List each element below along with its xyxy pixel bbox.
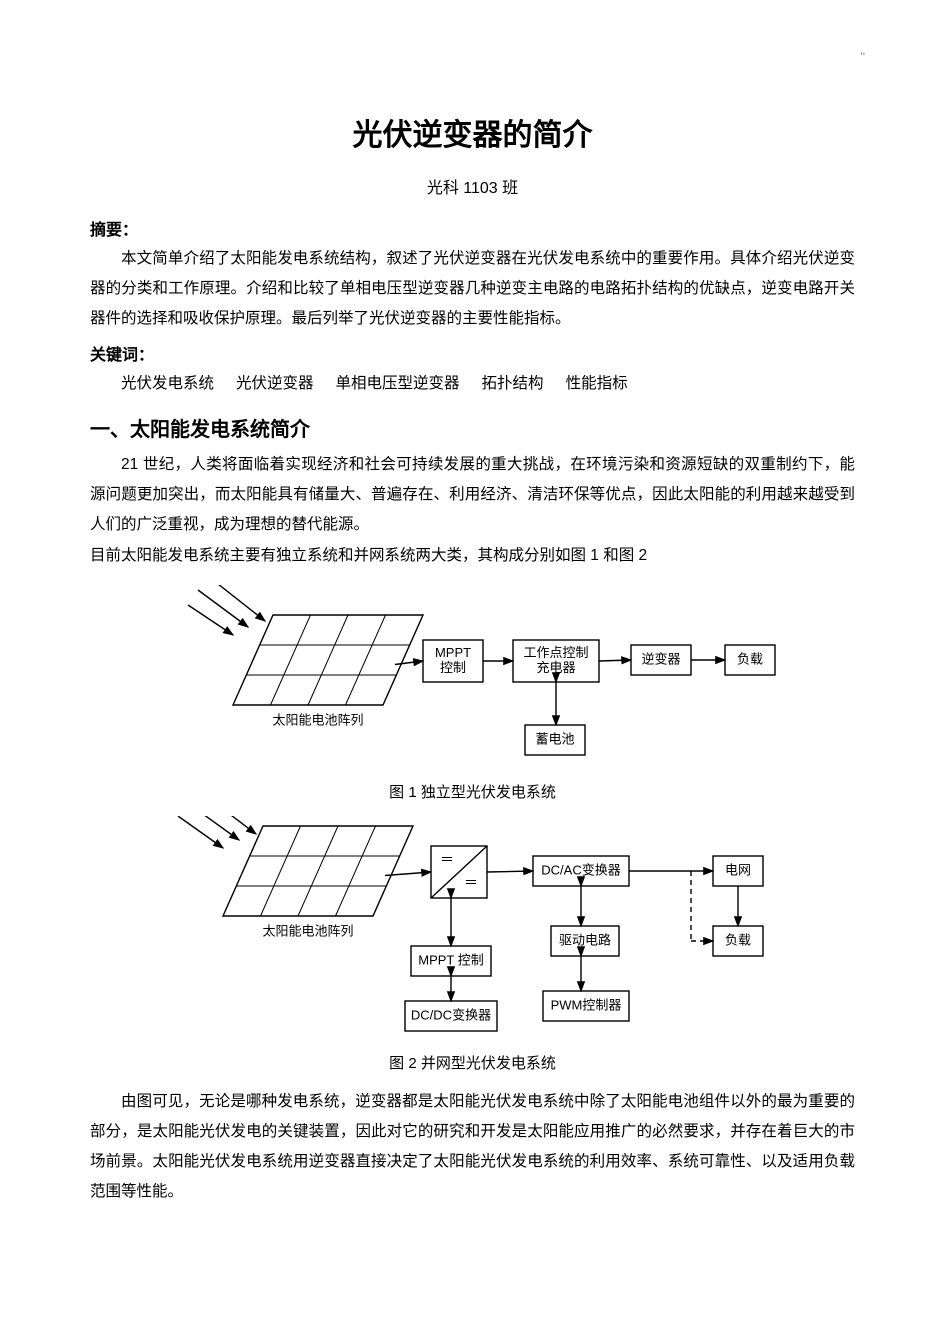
svg-text:逆变器: 逆变器 xyxy=(641,651,680,666)
svg-text:＝: ＝ xyxy=(440,851,454,867)
svg-text:电网: 电网 xyxy=(724,862,750,877)
figure-2-diagram: 太阳能电池阵列 ＝ ＝ DC/AC变换器 电网负载 驱动电路 PWM控制器 MPPT 控制 DC… xyxy=(153,816,793,1046)
section-1-p3: 由图可见，无论是哪种发电系统，逆变器都是太阳能光伏发电系统中除了太阳能电池组件以… xyxy=(90,1087,855,1208)
svg-text:MPPT 控制: MPPT 控制 xyxy=(418,952,484,967)
doc-title: 光伏逆变器的简介 xyxy=(90,110,855,154)
svg-text:负载: 负载 xyxy=(724,932,750,947)
page-corner-mark: '' xyxy=(860,50,865,64)
keyword-item: 光伏发电系统 xyxy=(121,375,214,392)
keyword-item: 性能指标 xyxy=(566,375,628,392)
abstract-body: 本文简单介绍了太阳能发电系统结构，叙述了光伏逆变器在光伏发电系统中的重要作用。具… xyxy=(90,244,855,335)
section-1-p2: 目前太阳能发电系统主要有独立系统和并网系统两大类，其构成分别如图 1 和图 2 xyxy=(90,541,855,571)
svg-text:负载: 负载 xyxy=(736,651,762,666)
doc-subtitle: 光科 1103 班 xyxy=(90,174,855,198)
figure-1-diagram: 太阳能电池阵列 MPPT控制 工作点控制充电器 逆变器 负载蓄电池 xyxy=(153,585,793,775)
section-1-p1: 21 世纪，人类将面临着实现经济和社会可持续发展的重大挑战，在环境污染和资源短缺… xyxy=(90,450,855,541)
svg-text:DC/DC变换器: DC/DC变换器 xyxy=(410,1007,490,1022)
keywords-line: 光伏发电系统 光伏逆变器 单相电压型逆变器 拓扑结构 性能指标 xyxy=(90,369,855,399)
keywords-label: 关键词： xyxy=(90,341,855,365)
keyword-item: 单相电压型逆变器 xyxy=(336,375,460,392)
svg-text:驱动电路: 驱动电路 xyxy=(558,932,610,947)
section-1-title: 一、太阳能发电系统简介 xyxy=(90,413,855,442)
svg-text:MPPT: MPPT xyxy=(434,645,470,660)
svg-text:充电器: 充电器 xyxy=(536,660,575,675)
abstract-label: 摘要： xyxy=(90,216,855,240)
svg-text:控制: 控制 xyxy=(439,660,465,675)
svg-text:PWM控制器: PWM控制器 xyxy=(550,997,621,1012)
figure-1-caption: 图 1 独立型光伏发电系统 xyxy=(90,781,855,802)
svg-text:＝: ＝ xyxy=(464,874,478,890)
keyword-item: 拓扑结构 xyxy=(482,375,544,392)
svg-text:太阳能电池阵列: 太阳能电池阵列 xyxy=(262,923,353,938)
svg-text:蓄电池: 蓄电池 xyxy=(535,731,574,746)
figure-2-caption: 图 2 并网型光伏发电系统 xyxy=(90,1052,855,1073)
svg-text:工作点控制: 工作点控制 xyxy=(523,645,588,660)
keyword-item: 光伏逆变器 xyxy=(236,375,314,392)
svg-text:DC/AC变换器: DC/AC变换器 xyxy=(541,862,620,877)
svg-text:太阳能电池阵列: 太阳能电池阵列 xyxy=(272,712,363,727)
